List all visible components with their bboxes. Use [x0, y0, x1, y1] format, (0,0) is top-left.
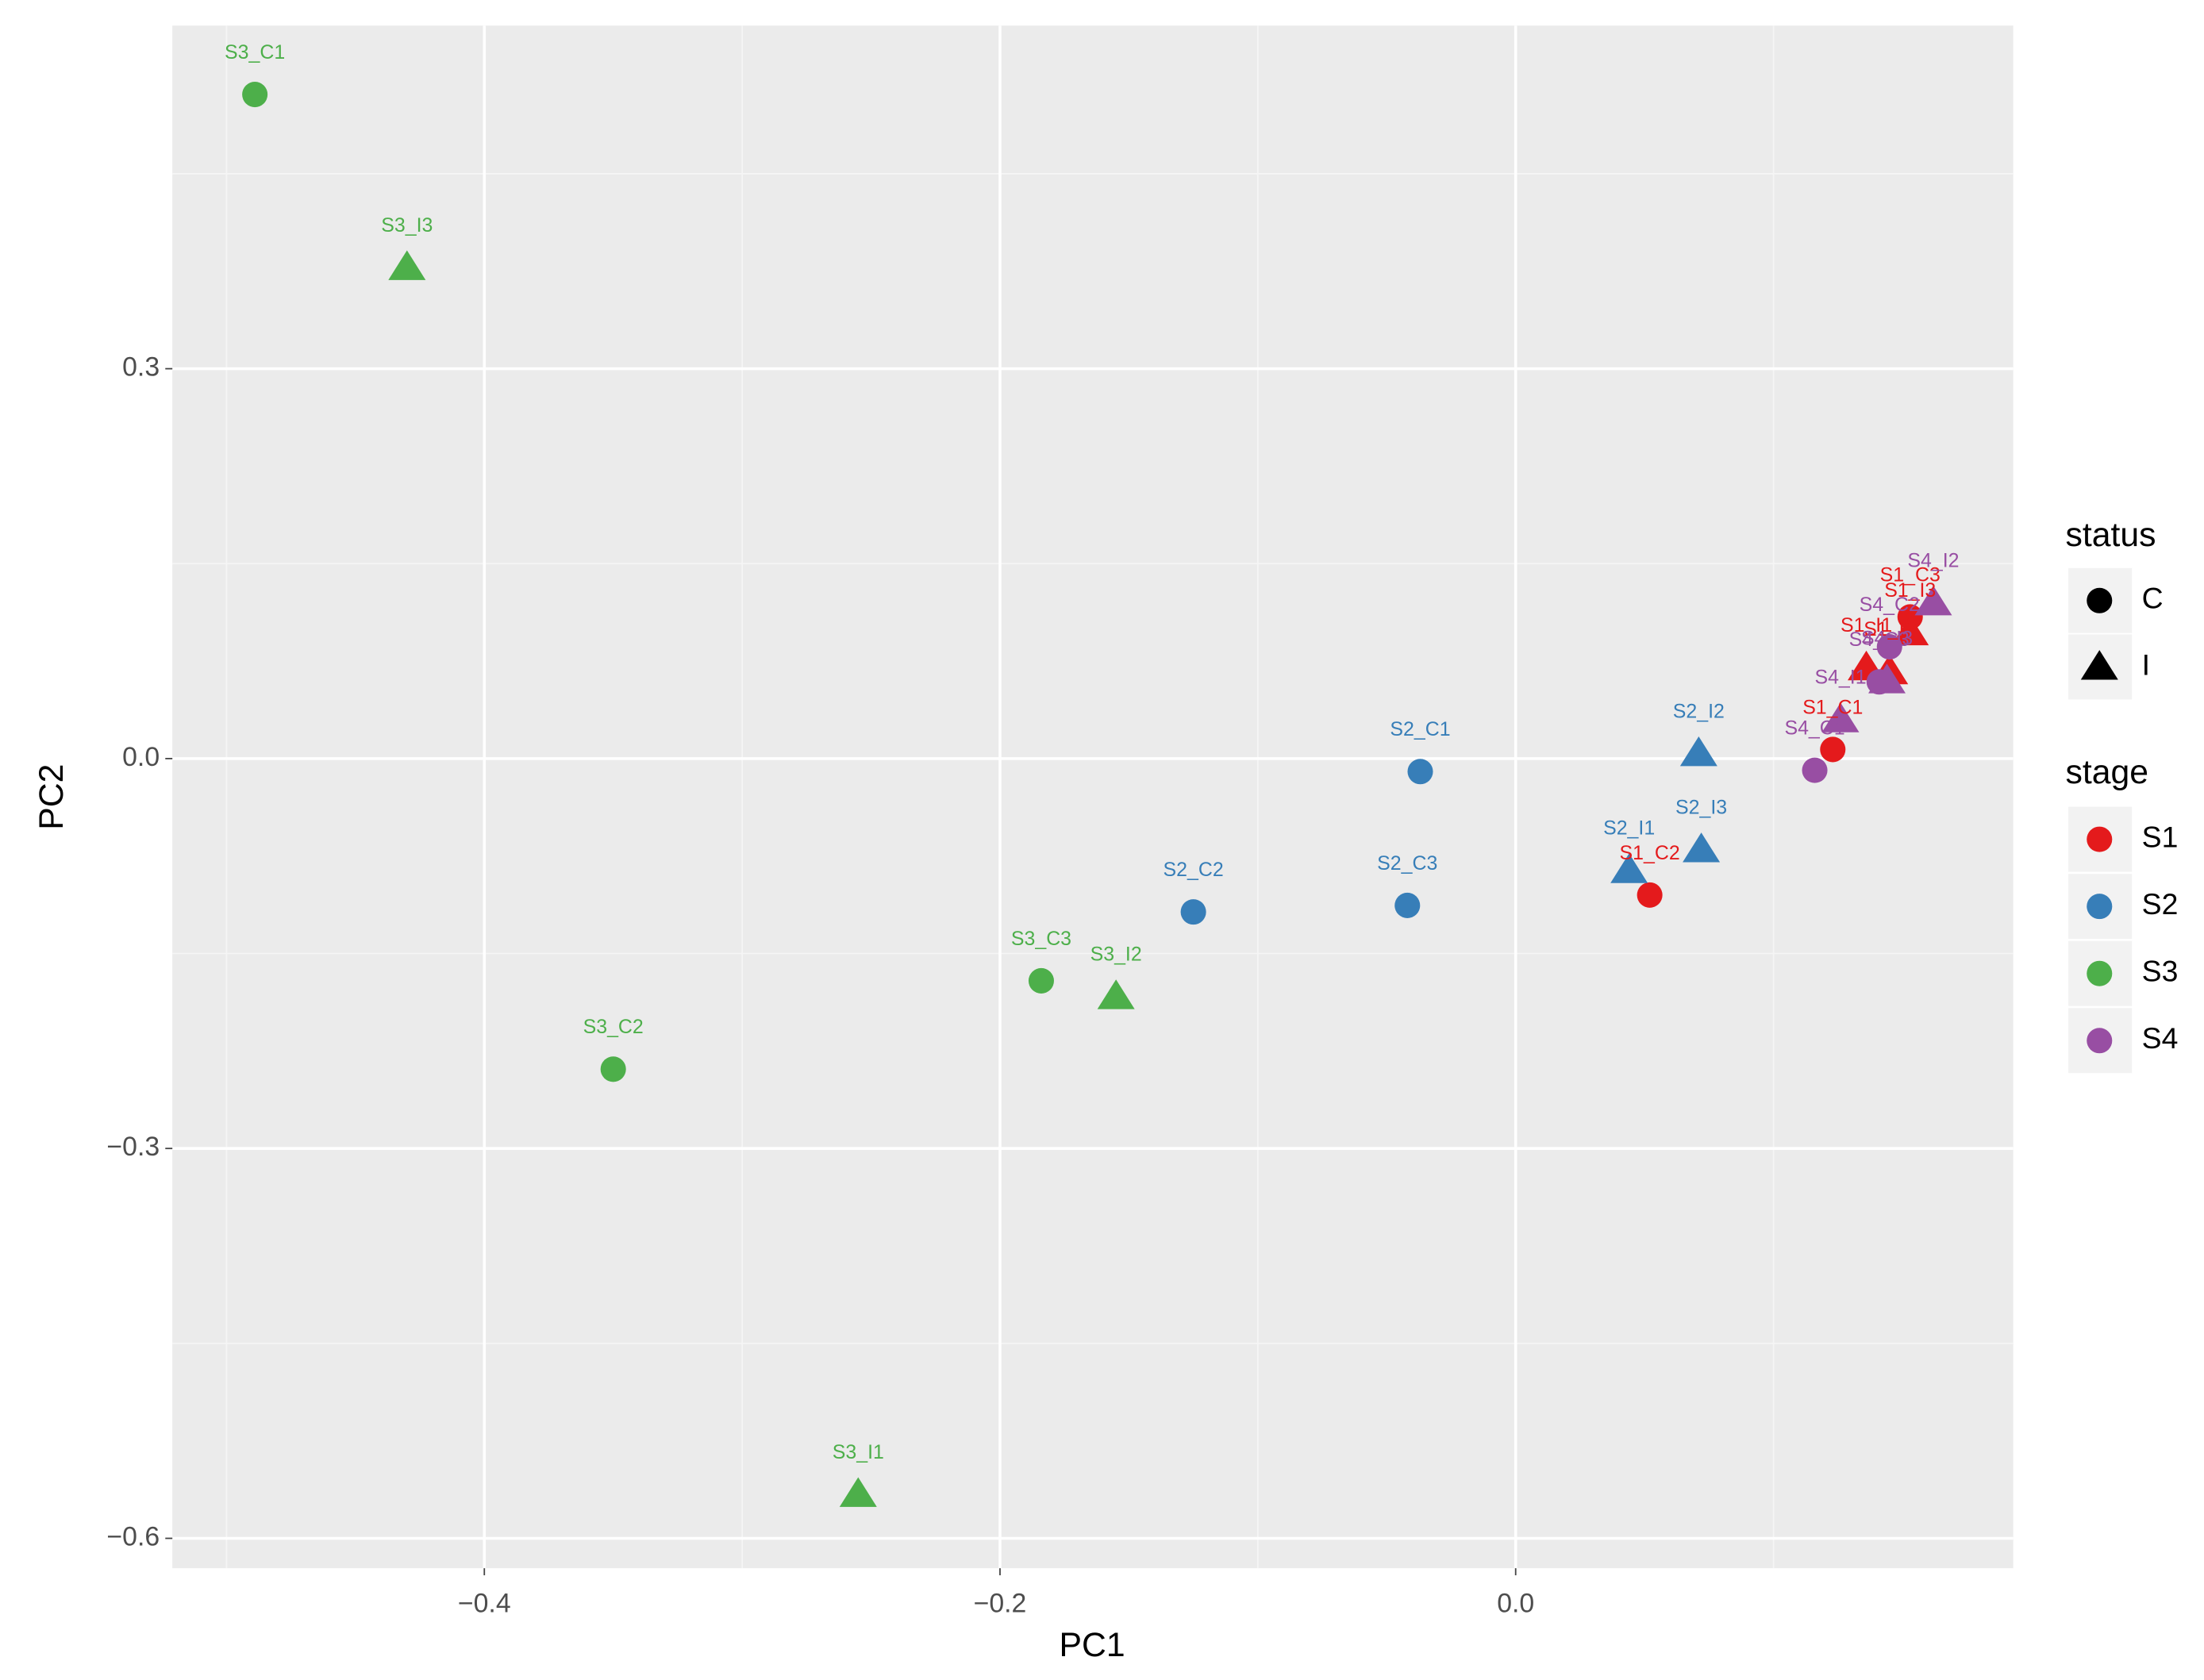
legend-label: S4 — [2142, 1021, 2179, 1055]
point-label: S2_I2 — [1673, 700, 1725, 722]
point-label: S3_C2 — [583, 1016, 644, 1038]
legend-symbol — [2080, 650, 2118, 680]
point — [1097, 979, 1135, 1009]
point — [600, 1056, 626, 1082]
y-tick-label: 0.3 — [122, 352, 160, 383]
point — [388, 250, 426, 280]
point-label: S2_C3 — [1377, 852, 1437, 875]
point — [1821, 702, 1860, 732]
point-label: S2_C2 — [1164, 859, 1224, 881]
point-label: S2_I3 — [1675, 796, 1727, 818]
legend-symbol — [2087, 894, 2113, 920]
point — [1820, 736, 1846, 763]
point-label: S1_I2 — [1864, 618, 1915, 640]
point-label: S2_C1 — [1390, 718, 1450, 740]
point-label: S4_I1 — [1814, 667, 1866, 689]
point — [1180, 899, 1206, 925]
point — [1637, 882, 1663, 908]
legend-title: stage — [2066, 753, 2149, 791]
legend-label: S2 — [2142, 887, 2179, 921]
point-label: S4_I3 — [1861, 628, 1913, 650]
point-label: S4_C3 — [1849, 629, 1910, 651]
x-tick-label: 0.0 — [1497, 1588, 1534, 1618]
x-tick-label: −0.4 — [458, 1588, 511, 1618]
point — [1914, 586, 1952, 616]
point-label: S1_I3 — [1884, 579, 1936, 602]
legend-symbol — [2087, 1028, 2113, 1054]
point-label: S1_C3 — [1880, 563, 1941, 586]
point — [1802, 757, 1828, 783]
legend-symbol — [2087, 960, 2113, 986]
point — [1394, 892, 1421, 918]
point — [242, 82, 268, 108]
y-tick-label: 0.0 — [122, 742, 160, 772]
legend-label: S1 — [2142, 820, 2179, 853]
point-label: S4_I2 — [1907, 549, 1959, 571]
point — [1610, 853, 1648, 883]
point — [839, 1477, 877, 1507]
point — [1876, 634, 1902, 660]
legend-symbol — [2087, 826, 2113, 852]
point — [1868, 663, 1906, 694]
y-tick-label: −0.3 — [106, 1132, 160, 1162]
legend-title: status — [2066, 516, 2156, 554]
legend-symbol — [2087, 587, 2113, 613]
x-axis-title: PC1 — [1059, 1626, 1125, 1664]
point-label: S4_C1 — [1784, 717, 1844, 740]
point-label: S1_C1 — [1802, 696, 1863, 718]
point — [1679, 736, 1717, 767]
point-label: S3_I3 — [381, 214, 433, 236]
point — [1407, 759, 1433, 785]
x-tick-label: −0.2 — [974, 1588, 1027, 1618]
legend-label: C — [2142, 582, 2164, 615]
point-label: S3_I2 — [1090, 944, 1142, 966]
point — [1891, 615, 1929, 646]
point-label: S4_C2 — [1860, 594, 1920, 616]
y-axis-title: PC2 — [33, 764, 71, 830]
point-label: S2_I1 — [1603, 817, 1655, 840]
point-label: S3_I1 — [833, 1441, 884, 1463]
point — [1683, 832, 1721, 863]
y-tick-label: −0.6 — [106, 1521, 160, 1551]
legend-label: I — [2142, 648, 2150, 681]
point-label: S1_I1 — [1841, 614, 1892, 636]
point-label: S3_C3 — [1011, 928, 1071, 950]
point-label: S3_C1 — [225, 41, 285, 63]
point — [1028, 967, 1054, 994]
legend-label: S3 — [2142, 955, 2179, 988]
plot-panel — [172, 25, 2014, 1569]
point-label: S1_C2 — [1620, 842, 1680, 864]
